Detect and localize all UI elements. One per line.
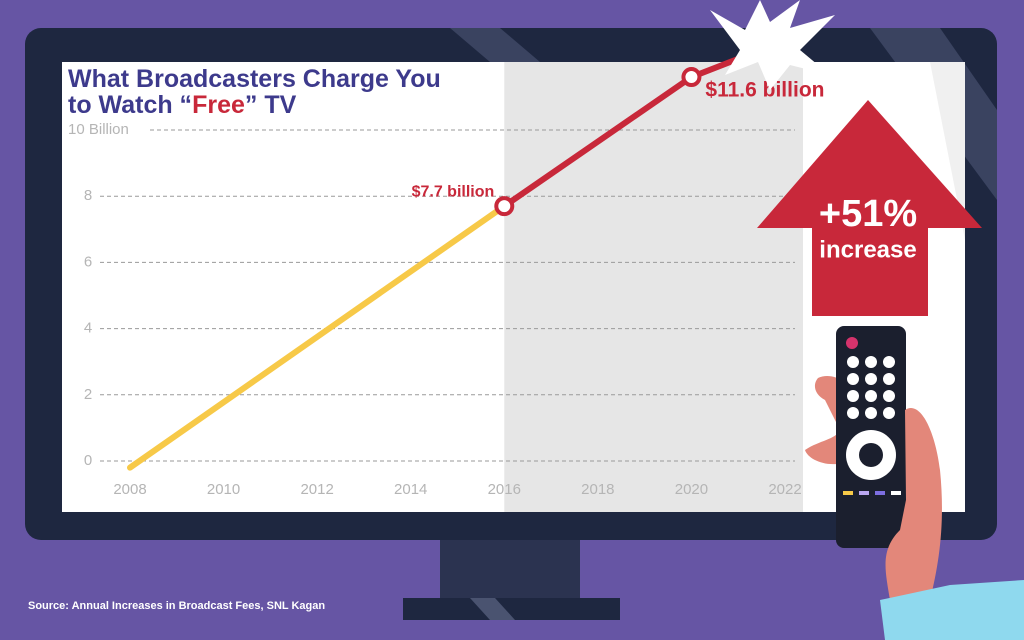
y-tick-label: 2 xyxy=(84,386,92,403)
chart-title: What Broadcasters Charge You xyxy=(68,65,441,93)
y-tick-label: 10 Billion xyxy=(68,121,129,138)
title-line: What Broadcasters Charge You xyxy=(68,65,441,93)
projection-shade xyxy=(504,62,803,512)
increase-value: +51% xyxy=(819,193,917,235)
remote-key xyxy=(875,491,885,495)
increase-label: increase xyxy=(819,236,916,263)
value-label: $7.7 billion xyxy=(412,183,495,200)
frame-shine xyxy=(450,28,540,62)
x-tick-label: 2020 xyxy=(675,481,708,498)
title-part: ” TV xyxy=(245,91,297,119)
y-tick-label: 8 xyxy=(84,187,92,204)
source-note: Source: Annual Increases in Broadcast Fe… xyxy=(28,600,325,612)
data-point xyxy=(494,196,515,217)
base-shine xyxy=(470,598,515,620)
chart-title: to Watch “Free” TV xyxy=(68,91,297,119)
hand-palm xyxy=(885,408,942,600)
increase-arrow xyxy=(757,100,982,316)
x-tick-label: 2012 xyxy=(300,481,333,498)
y-tick-label: 6 xyxy=(84,253,92,270)
remote-key xyxy=(843,491,853,495)
sleeve xyxy=(880,580,1024,640)
x-tick-label: 2010 xyxy=(207,481,240,498)
x-tick-label: 2014 xyxy=(394,481,427,498)
data-point xyxy=(681,67,702,88)
remote-dpad-center xyxy=(859,443,883,467)
title-highlight: Free xyxy=(192,91,245,119)
y-tick-label: 0 xyxy=(84,452,92,469)
remote-button xyxy=(846,337,858,349)
x-tick-label: 2016 xyxy=(488,481,521,498)
remote-key xyxy=(891,491,901,495)
value-label: $11.6 billion xyxy=(705,79,824,102)
remote-key xyxy=(859,491,869,495)
series-line xyxy=(127,203,508,471)
x-tick-label: 2022 xyxy=(768,481,801,498)
screen-shine xyxy=(930,62,965,240)
title-part: to Watch “ xyxy=(68,91,192,119)
monitor-base xyxy=(403,598,620,620)
x-tick-label: 2018 xyxy=(581,481,614,498)
x-tick-label: 2008 xyxy=(113,481,146,498)
remote-keypad xyxy=(847,356,895,419)
burst xyxy=(710,0,835,90)
y-tick-label: 4 xyxy=(84,320,92,337)
